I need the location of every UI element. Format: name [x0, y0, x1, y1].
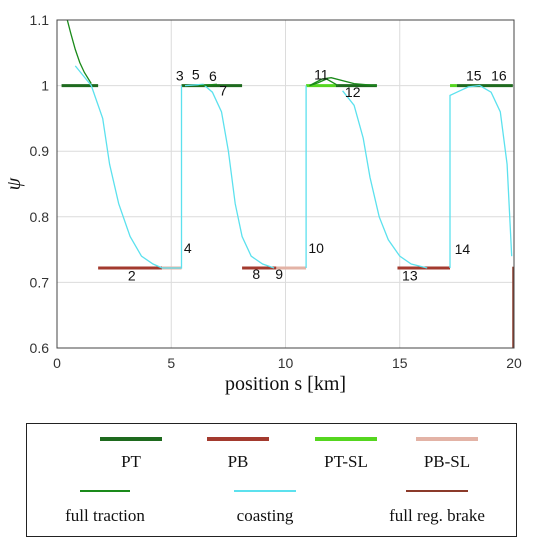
legend-label: PB-SL — [423, 452, 471, 471]
series-full-traction — [66, 19, 92, 84]
legend-swatch — [406, 490, 468, 492]
x-axis-label: position s [km] — [225, 373, 346, 395]
series-coasting — [184, 83, 275, 269]
legend-label: PB — [227, 452, 249, 471]
x-tick-label: 10 — [278, 355, 294, 371]
legend-swatch — [315, 437, 377, 441]
series-coasting — [162, 85, 183, 269]
annotation-label: 3 — [176, 67, 184, 83]
y-tick-label: 1 — [41, 78, 49, 94]
annotations: 2 3 4 5 67 8 9 10 11 12 13 14 15 16 — [128, 67, 507, 284]
legend-label: coasting — [236, 506, 294, 525]
legend-label: full reg. brake — [389, 506, 485, 525]
annotation-label: 13 — [402, 267, 418, 283]
y-tick-label: 0.6 — [30, 340, 50, 356]
series-coasting — [342, 90, 428, 269]
y-tick-label: 0.9 — [30, 143, 50, 159]
annotation-label: 5 — [192, 67, 200, 83]
legend-label: full traction — [65, 506, 145, 525]
legend-swatch — [80, 490, 130, 492]
annotation-label: 14 — [455, 241, 471, 257]
annotation-label: 8 — [252, 266, 260, 282]
series-coasting — [449, 84, 513, 268]
y-tick-label: 0.7 — [30, 274, 50, 290]
x-tick-label: 0 — [53, 355, 61, 371]
legend-label: PT-SL — [324, 452, 368, 471]
series-full-traction — [309, 78, 339, 87]
x-tick-label: 5 — [167, 355, 175, 371]
series-full-traction — [198, 83, 217, 87]
annotation-label: 11 — [314, 67, 329, 83]
legend-label: PT — [121, 452, 141, 471]
y-tick-label: 0.8 — [30, 209, 50, 225]
y-tick-label: 1.1 — [30, 12, 50, 28]
legend-swatch — [207, 437, 269, 441]
annotation-label: 2 — [128, 267, 136, 283]
plot-frame — [56, 19, 515, 349]
annotation-label: 4 — [184, 240, 192, 256]
legend-swatch — [416, 437, 478, 441]
series-full-traction — [309, 77, 377, 87]
tick-labels: 0 5 10 15 20 0.6 0.7 0.8 0.9 1 1.1 — [30, 12, 522, 371]
flat-segments — [61, 84, 513, 270]
annotation-label: 7 — [219, 82, 227, 98]
annotation-label: 10 — [308, 240, 324, 256]
series-coasting — [74, 65, 163, 269]
legend-swatch — [100, 437, 162, 441]
annotation-label: 16 — [491, 67, 507, 83]
x-tick-label: 15 — [392, 355, 408, 371]
annotation-label: 6 — [209, 68, 217, 84]
annotation-label: 15 — [466, 67, 482, 83]
legend-swatch — [234, 490, 296, 492]
legend: PT PB PT-SL PB-SL full traction coasting full … — [26, 423, 517, 537]
series-lines — [66, 19, 514, 348]
x-tick-label: 20 — [506, 355, 522, 371]
y-axis-label: ψ — [3, 177, 25, 190]
grid — [56, 19, 515, 349]
annotation-label: 12 — [345, 84, 361, 100]
annotation-label: 9 — [275, 266, 283, 282]
